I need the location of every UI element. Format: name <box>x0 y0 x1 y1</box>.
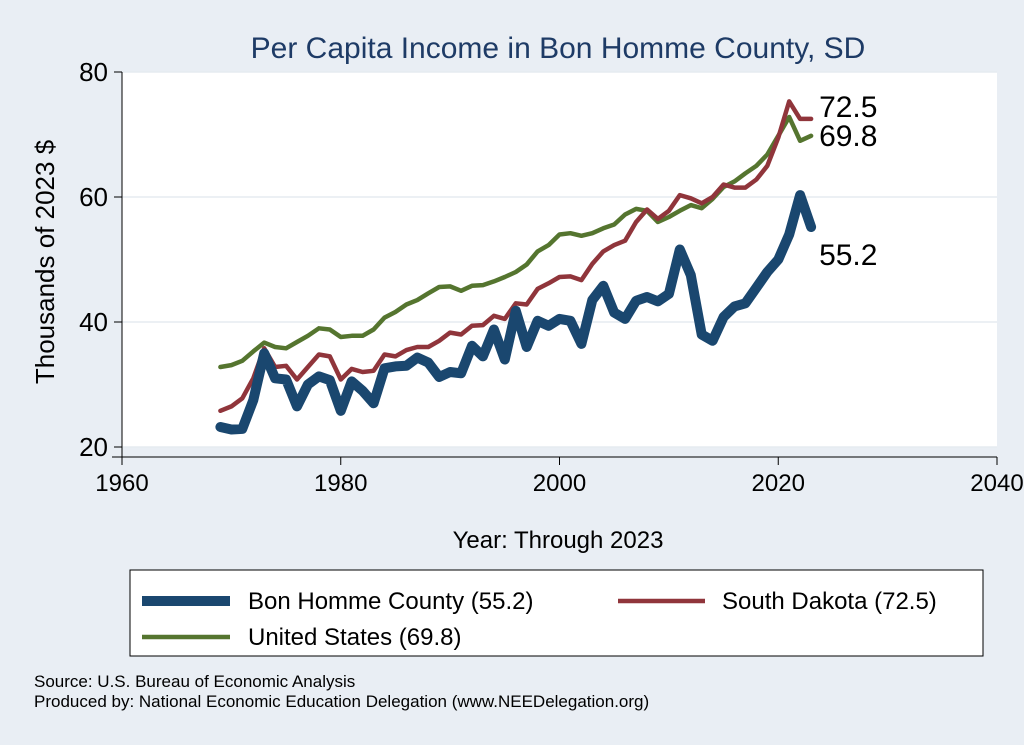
y-tick-label-2: 60 <box>79 182 108 212</box>
y-axis-label: Thousands of 2023 $ <box>30 139 60 384</box>
legend-label-1: South Dakota (72.5) <box>722 588 937 615</box>
x-tick-label-1: 1980 <box>314 470 367 497</box>
x-tick-label-0: 1960 <box>95 470 148 497</box>
legend-label-2: United States (69.8) <box>248 624 461 651</box>
source-notes: Source: U.S. Bureau of Economic Analysis… <box>34 672 649 712</box>
x-tick-label-4: 2040 <box>970 470 1023 497</box>
end-label-1: 69.8 <box>819 120 877 153</box>
end-value-labels: 72.569.8 55.2 <box>819 91 877 272</box>
legend: Bon Homme County (55.2) South Dakota (72.… <box>129 569 984 657</box>
end-label-0: 72.5 <box>819 91 877 124</box>
series-line-0 <box>215 190 817 435</box>
legend-box <box>129 569 984 657</box>
legend-label-0: Bon Homme County (55.2) <box>248 588 533 615</box>
x-axis-label: Year: Through 2023 <box>453 527 664 554</box>
y-tick-label-0: 20 <box>79 432 108 462</box>
end-label-2: 55.2 <box>819 239 877 272</box>
y-tick-label-3: 80 <box>79 57 108 87</box>
series-lines <box>215 99 817 435</box>
series-line-1 <box>218 99 814 414</box>
line-chart: Per Capita Income in Bon Homme County, S… <box>30 32 1024 657</box>
chart-title: Per Capita Income in Bon Homme County, S… <box>251 32 866 65</box>
producer-line: Produced by: National Economic Education… <box>34 692 650 711</box>
plot-area <box>122 72 997 447</box>
x-tick-label-2: 2000 <box>533 470 586 497</box>
x-tick-label-3: 2020 <box>752 470 805 497</box>
source-line: Source: U.S. Bureau of Economic Analysis <box>34 672 356 691</box>
y-tick-label-1: 40 <box>79 307 108 337</box>
